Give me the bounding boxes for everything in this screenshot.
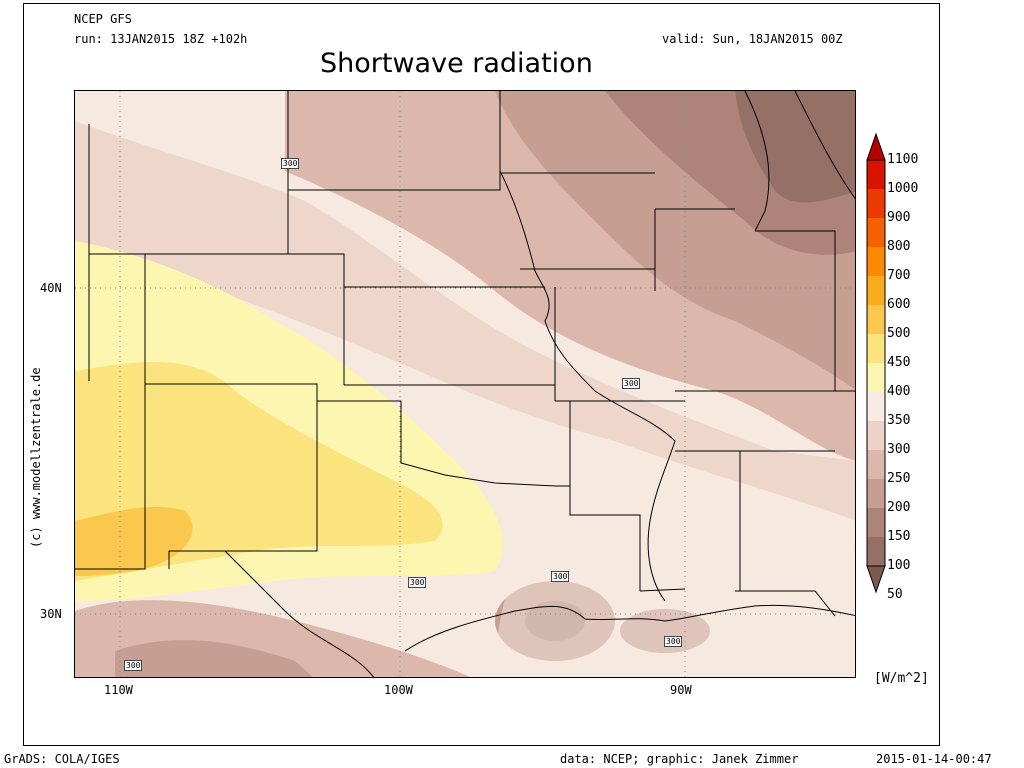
lake-michigan: [744, 91, 770, 232]
colorbar-swatch: [867, 160, 885, 189]
ar-la-border: [569, 401, 641, 591]
fl-border: [735, 590, 836, 617]
colorbar-top-arrow: [866, 132, 886, 161]
utah-az-border: [75, 254, 146, 570]
colorbar-outline: [866, 159, 886, 567]
in-oh-border: [755, 230, 836, 391]
colorbar-swatch: [867, 363, 885, 392]
plot-frame: [23, 3, 940, 746]
radiation-map: [74, 90, 856, 678]
colorbar-swatch: [867, 305, 885, 334]
contour-label: 300: [124, 660, 143, 671]
colorbar-swatch: [867, 334, 885, 363]
colorbar-tick-label: 700: [887, 268, 911, 283]
map-canvas: [75, 91, 855, 677]
colorbar-tick-label: 50: [887, 587, 903, 602]
colorbar-swatch: [867, 537, 885, 566]
colorbar-tick-label: 450: [887, 355, 911, 370]
colorbar-tick-label: 100: [887, 558, 911, 573]
valid-time: valid: Sun, 18JAN2015 00Z: [662, 32, 843, 46]
colorbar-tick-label: 900: [887, 210, 911, 225]
wyoming-border: [88, 91, 289, 255]
colorbar-swatch: [867, 421, 885, 450]
credit-vertical: (c) www.modellzentrale.de: [29, 367, 43, 548]
model-name: NCEP GFS: [74, 12, 132, 26]
field-300: [75, 121, 855, 521]
run-info: run: 13JAN2015 18Z +102h: [74, 32, 248, 46]
colorbar-tick-label: 1100: [887, 152, 919, 167]
field-100: [735, 91, 855, 203]
colorbar-tick-label: 1000: [887, 181, 919, 196]
lat-label-30n: 30N: [40, 607, 62, 621]
colorbar-tick-label: 150: [887, 529, 911, 544]
lon-label-90w: 90W: [670, 683, 692, 697]
contour-label: 300: [664, 636, 683, 647]
lon-label-110w: 110W: [104, 683, 133, 697]
colorbar: [866, 132, 886, 594]
lat-label-40n: 40N: [40, 281, 62, 295]
lon-label-100w: 100W: [384, 683, 413, 697]
rio-grande: [224, 550, 375, 677]
field-500: [75, 506, 193, 576]
sd-ne-border: [288, 172, 655, 191]
colorbar-tick-label: 300: [887, 442, 911, 457]
colorbar-swatch: [867, 508, 885, 537]
contour-label: 300: [551, 571, 570, 582]
colorbar-swatch: [867, 189, 885, 218]
colorbar-tick-label: 800: [887, 239, 911, 254]
colorbar-swatch: [867, 479, 885, 508]
colorbar-swatch: [867, 218, 885, 247]
colorbar-swatch: [867, 247, 885, 276]
gulf-coast: [404, 604, 855, 652]
colorbar-tick-label: 200: [887, 500, 911, 515]
river-mississippi: [499, 170, 676, 602]
colorbar-swatch: [867, 450, 885, 479]
colorbar-bottom-arrow: [866, 565, 886, 594]
colorbar-swatch: [867, 276, 885, 305]
michigan-coast: [794, 91, 855, 200]
ne-ks-border: [288, 253, 545, 288]
colorbar-tick-label: 350: [887, 413, 911, 428]
footer-grads: GrADS: COLA/IGES: [4, 752, 120, 766]
nm-border: [145, 383, 318, 569]
colorbar-tick-label: 500: [887, 326, 911, 341]
contour-label: 300: [408, 577, 427, 588]
field-sw-bottom-2: [115, 640, 313, 677]
state-borders: [75, 91, 855, 677]
colorbar-tick-label: 250: [887, 471, 911, 486]
ok-tx-border: [317, 400, 570, 487]
contour-label: 300: [281, 158, 300, 169]
la-south: [639, 588, 686, 592]
map-title: Shortwave radiation: [320, 48, 593, 79]
graticule: [75, 91, 855, 677]
footer-timestamp: 2015-01-14-00:47: [876, 752, 992, 766]
colorbar-tick-label: 600: [887, 297, 911, 312]
footer-data-credit: data: NCEP; graphic: Janek Zimmer: [560, 752, 799, 766]
units-label: [W/m^2]: [874, 671, 929, 686]
colorbar-tick-label: 400: [887, 384, 911, 399]
colorbar-swatch: [867, 392, 885, 421]
contour-label: 300: [622, 378, 641, 389]
